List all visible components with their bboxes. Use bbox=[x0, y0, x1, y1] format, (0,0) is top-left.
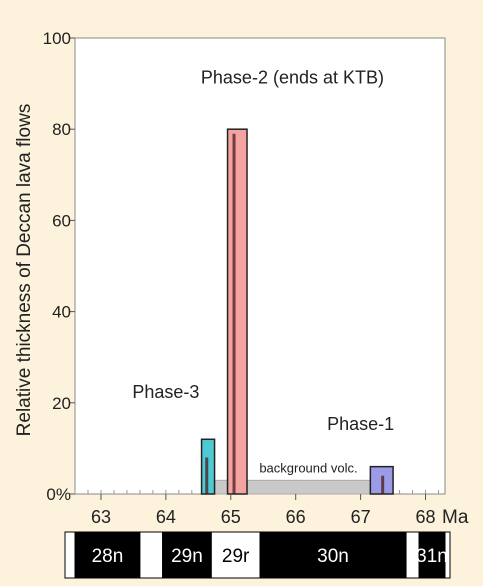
chron-segment bbox=[418, 531, 446, 579]
annotation-layer: Phase-2 (ends at KTB) Phase-3 Phase-1 bbox=[132, 68, 394, 435]
y-tick-label: 100 bbox=[43, 29, 71, 48]
bar-layer bbox=[200, 128, 394, 495]
bar-inner-line bbox=[205, 457, 209, 494]
plot-area bbox=[74, 37, 446, 495]
y-tick-label: 40 bbox=[52, 303, 71, 322]
y-tick-label: 60 bbox=[52, 211, 71, 230]
chron-label: 31n bbox=[416, 546, 448, 567]
chron-label: 28n bbox=[92, 546, 124, 567]
chron-segment bbox=[259, 531, 407, 579]
y-tick-layer: 0% 20 40 60 80 100 bbox=[43, 29, 75, 504]
chron-segment bbox=[162, 531, 212, 579]
y-tick-label: 20 bbox=[52, 394, 71, 413]
x-tick-label: 68 bbox=[416, 507, 436, 527]
x-tick-label: 67 bbox=[351, 507, 371, 527]
annotation-label: Phase-2 (ends at KTB) bbox=[201, 68, 384, 88]
x-tick-label: 65 bbox=[221, 507, 241, 527]
y-tick-label: 80 bbox=[52, 120, 71, 139]
y-tick-label: 0% bbox=[46, 485, 71, 504]
chron-label: 29r bbox=[222, 546, 250, 567]
chron-segment bbox=[139, 531, 164, 579]
annotation-label: Phase-1 bbox=[327, 414, 394, 434]
bar-phase-2 bbox=[226, 128, 248, 495]
background-volcanism-label: background volc. bbox=[259, 460, 357, 475]
bar-inner-line bbox=[232, 133, 236, 494]
y-axis-label: Relative thickness of Deccan lava flows bbox=[14, 104, 35, 437]
x-tick-label: 64 bbox=[156, 507, 176, 527]
x-tick-label: 66 bbox=[286, 507, 306, 527]
chron-segment bbox=[74, 531, 141, 579]
chron-label: 29n bbox=[171, 546, 203, 567]
x-tick-layer: 63 64 65 66 67 68 bbox=[91, 494, 436, 527]
x-axis-unit: Ma bbox=[442, 507, 469, 528]
chron-layer: 28n 29n 29r 30n 31n bbox=[64, 531, 451, 579]
chron-label: 30n bbox=[317, 546, 349, 567]
background-layer: background volc. bbox=[210, 460, 388, 495]
chron-segment bbox=[210, 531, 261, 579]
bar-inner-line bbox=[381, 475, 385, 494]
annotation-label: Phase-3 bbox=[132, 382, 199, 402]
x-tick-label: 63 bbox=[91, 507, 111, 527]
